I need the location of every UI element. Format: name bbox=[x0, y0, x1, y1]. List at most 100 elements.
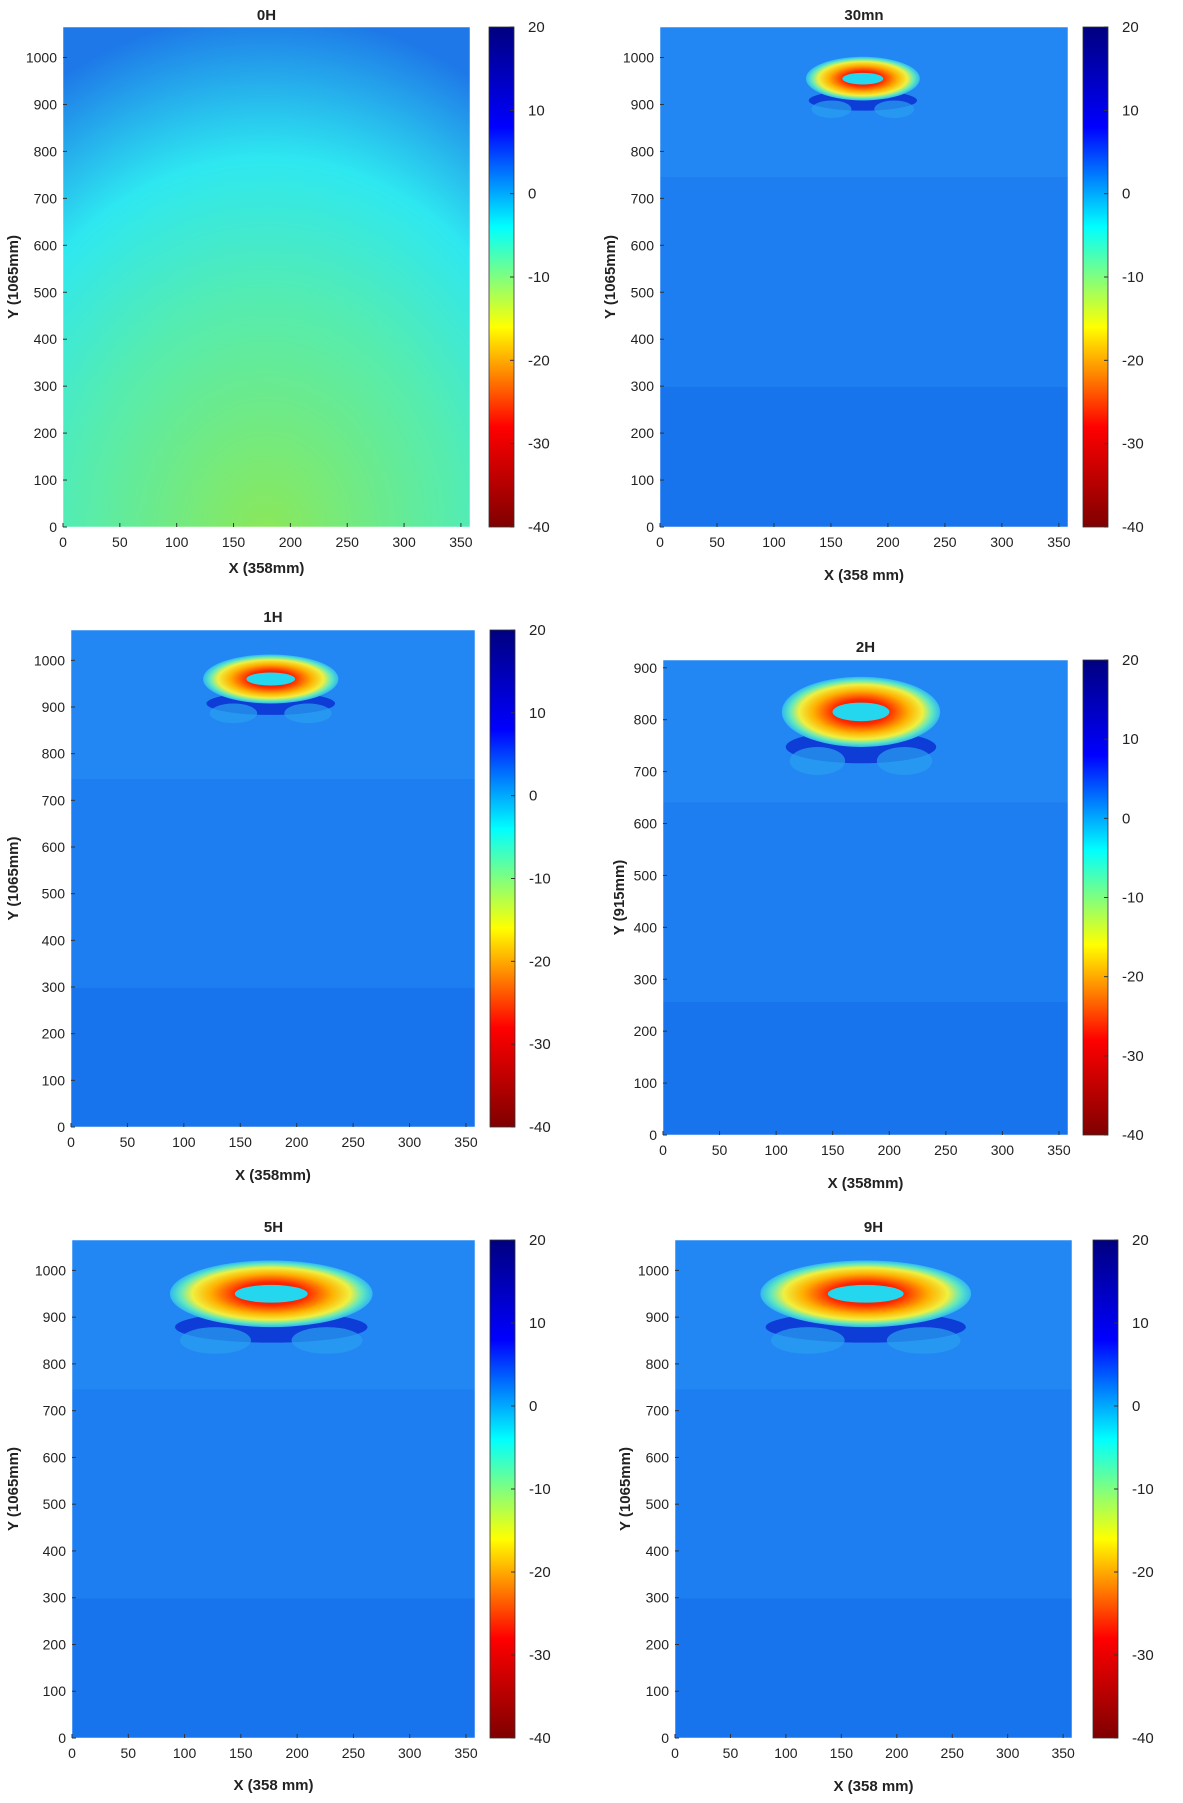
colorbar-tick-label: -40 bbox=[1132, 1730, 1154, 1747]
axes-frame bbox=[70, 629, 476, 1128]
colorbar-tick-label: -40 bbox=[528, 519, 550, 536]
x-tick-label: 300 bbox=[398, 1745, 422, 1761]
panel-4: 0 50 100 150 200 250 300 3500100200300400500600… bbox=[5, 1219, 551, 1794]
y-tick-label: 200 bbox=[42, 1026, 66, 1042]
y-tick-label: 800 bbox=[42, 746, 66, 762]
colorbar-tick-label: -10 bbox=[1122, 890, 1144, 907]
colorbar-tick-label: -30 bbox=[529, 1647, 551, 1664]
core bbox=[246, 672, 296, 686]
y-tick-label: 700 bbox=[646, 1403, 670, 1419]
x-axis-label: X (358mm) bbox=[235, 1167, 311, 1184]
colorbar-tick-label: 0 bbox=[1122, 186, 1130, 203]
y-tick-label: 200 bbox=[634, 1023, 658, 1039]
y-tick-label: 700 bbox=[42, 792, 66, 808]
y-tick-label: 900 bbox=[34, 96, 58, 112]
colorbar-tick-label: -10 bbox=[529, 1481, 551, 1498]
y-tick-label: 700 bbox=[634, 764, 658, 780]
x-tick-label: 350 bbox=[454, 1745, 478, 1761]
x-tick-label: 250 bbox=[342, 1745, 366, 1761]
x-tick-label: 100 bbox=[173, 1745, 197, 1761]
x-axis-label: X (358mm) bbox=[229, 560, 305, 577]
field-lower-band bbox=[675, 1598, 1072, 1738]
y-tick-label: 900 bbox=[634, 660, 658, 676]
colorbar-tick-label: 10 bbox=[1122, 731, 1139, 748]
y-tick-label: 600 bbox=[43, 1449, 67, 1465]
colorbar-tick-label: -20 bbox=[1122, 352, 1144, 369]
field-gradient bbox=[63, 27, 470, 527]
x-tick-label: 350 bbox=[449, 534, 473, 550]
panel-title: 5H bbox=[264, 1219, 283, 1236]
colorbar-tick-label: -10 bbox=[528, 269, 550, 286]
x-tick-label: 300 bbox=[392, 534, 416, 550]
x-tick-label: 0 bbox=[59, 534, 67, 550]
core bbox=[832, 702, 890, 722]
x-tick-label: 300 bbox=[996, 1745, 1020, 1761]
colorbar-tick-label: -30 bbox=[1122, 436, 1144, 453]
core bbox=[827, 1284, 904, 1303]
y-axis-label: Y (1065mm) bbox=[5, 235, 22, 319]
y-tick-label: 300 bbox=[634, 971, 658, 987]
y-tick-label: 600 bbox=[42, 839, 66, 855]
panel-0: 0 50 100 150 200 250 300 3500100200300400500600… bbox=[5, 7, 550, 577]
panel-title: 9H bbox=[864, 1219, 883, 1236]
y-tick-label: 100 bbox=[34, 472, 58, 488]
heatmap-field bbox=[72, 1240, 475, 1738]
y-tick-label: 300 bbox=[43, 1590, 67, 1606]
y-tick-label: 1000 bbox=[623, 50, 654, 66]
panel-3: 0 50 100 150 200 250 300 3500100200300400500600… bbox=[611, 639, 1144, 1192]
heatmap-field bbox=[71, 630, 475, 1127]
colorbar-tick-label: 10 bbox=[1122, 102, 1139, 119]
x-tick-label: 50 bbox=[120, 1134, 136, 1150]
heatmap-field bbox=[660, 27, 1068, 527]
y-tick-label: 100 bbox=[43, 1683, 67, 1699]
y-tick-label: 600 bbox=[634, 816, 658, 832]
side-lobe-left bbox=[789, 746, 846, 775]
y-tick-label: 1000 bbox=[34, 652, 65, 668]
heatmap-field bbox=[663, 660, 1068, 1135]
y-tick-label: 900 bbox=[631, 96, 655, 112]
y-tick-label: 800 bbox=[634, 712, 658, 728]
y-tick-label: 300 bbox=[42, 979, 66, 995]
y-tick-label: 600 bbox=[34, 237, 58, 253]
y-tick-label: 200 bbox=[34, 425, 58, 441]
colorbar-tick-label: -40 bbox=[529, 1119, 551, 1136]
colorbar bbox=[489, 629, 516, 1128]
side-lobe-right bbox=[876, 746, 933, 775]
colorbar-tick-label: -40 bbox=[529, 1730, 551, 1747]
colorbar-tick-label: -20 bbox=[529, 1564, 551, 1581]
side-lobe-right bbox=[874, 100, 915, 118]
side-lobe-right bbox=[291, 1327, 363, 1354]
x-tick-label: 300 bbox=[398, 1134, 422, 1150]
field-lower-band bbox=[71, 987, 475, 1127]
colorbar-tick-label: -20 bbox=[1122, 969, 1144, 986]
y-tick-label: 0 bbox=[49, 519, 57, 535]
x-tick-label: 0 bbox=[671, 1745, 679, 1761]
colorbar-tick-label: 10 bbox=[529, 705, 546, 722]
field-lower-band bbox=[660, 387, 1068, 527]
x-tick-label: 150 bbox=[821, 1142, 845, 1158]
y-tick-label: 900 bbox=[43, 1309, 67, 1325]
x-tick-label: 0 bbox=[659, 1142, 667, 1158]
y-tick-label: 400 bbox=[43, 1543, 67, 1559]
x-tick-label: 0 bbox=[68, 1745, 76, 1761]
y-tick-label: 400 bbox=[634, 919, 658, 935]
colorbar bbox=[489, 1239, 516, 1739]
y-axis-label: Y (1065mm) bbox=[602, 235, 619, 319]
panel-title: 30mn bbox=[844, 7, 883, 24]
colorbar-tick-label: 0 bbox=[529, 788, 537, 805]
y-tick-label: 300 bbox=[631, 378, 655, 394]
x-tick-label: 300 bbox=[991, 1142, 1015, 1158]
x-tick-label: 250 bbox=[941, 1745, 965, 1761]
y-tick-label: 700 bbox=[34, 190, 58, 206]
colorbar-tick-label: 20 bbox=[1122, 652, 1139, 669]
x-axis-label: X (358mm) bbox=[828, 1175, 904, 1192]
colorbar-tick-label: 10 bbox=[528, 102, 545, 119]
y-tick-label: 0 bbox=[649, 1127, 657, 1143]
colorbar-tick-label: -10 bbox=[1132, 1481, 1154, 1498]
panel-2: 0 50 100 150 200 250 300 3500100200300400500600… bbox=[5, 609, 551, 1184]
y-tick-label: 0 bbox=[646, 519, 654, 535]
field-lower-band bbox=[663, 1002, 1068, 1135]
x-tick-label: 350 bbox=[454, 1134, 478, 1150]
y-tick-label: 100 bbox=[634, 1075, 658, 1091]
side-lobe-right bbox=[284, 703, 332, 724]
